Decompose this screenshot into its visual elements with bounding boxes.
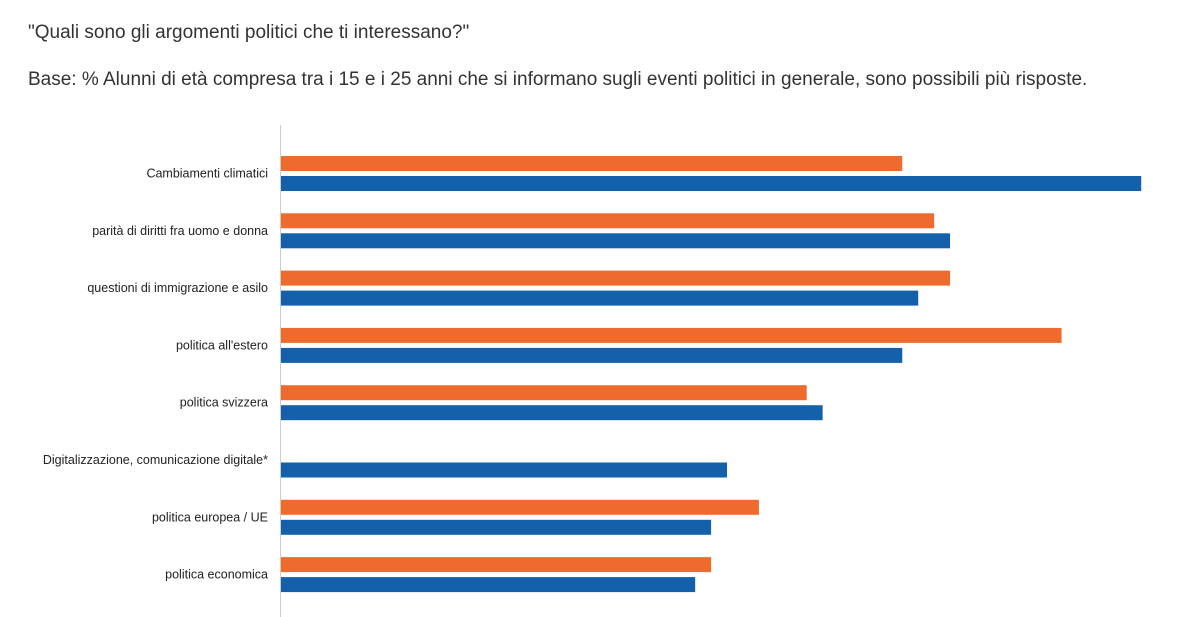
category-label-1: Cambiamenti climatici <box>146 167 268 181</box>
category-label-6: Digitalizzazione, comunicazione digitale… <box>43 453 268 467</box>
bar-series1-4 <box>281 327 1062 343</box>
category-labels-group: Cambiamenti climatici parità di diritti f… <box>43 167 268 582</box>
bar-series1-3 <box>281 270 951 286</box>
bar-series2-7 <box>281 519 712 535</box>
category-label-8: politica economica <box>165 568 268 582</box>
category-label-2: parità di diritti fra uomo e donna <box>92 224 268 238</box>
bar-series2-4 <box>281 347 903 363</box>
bar-series1-1 <box>281 156 903 171</box>
bar-series1-7 <box>281 499 759 515</box>
bar-series2-5 <box>281 405 823 421</box>
bar-series1-2 <box>281 213 935 229</box>
category-label-5: politica svizzera <box>180 396 268 410</box>
category-label-3: questioni di immigrazione e asilo <box>87 281 268 295</box>
bar-series1-5 <box>281 385 807 401</box>
bar-series2-6 <box>281 462 728 478</box>
bars-group <box>281 156 1142 593</box>
bar-series1-8 <box>281 557 712 573</box>
chart-title: "Quali sono gli argomenti politici che t… <box>28 22 470 43</box>
category-label-7: politica europea / UE <box>152 510 268 524</box>
bar-series2-1 <box>281 176 1142 191</box>
chart-subtitle: Base: % Alunni di età compresa tra i 15 … <box>28 69 1088 90</box>
bar-series2-8 <box>281 577 696 593</box>
bar-series2-3 <box>281 290 919 306</box>
category-label-4: politica all'estero <box>176 338 268 352</box>
bar-series2-2 <box>281 233 951 249</box>
